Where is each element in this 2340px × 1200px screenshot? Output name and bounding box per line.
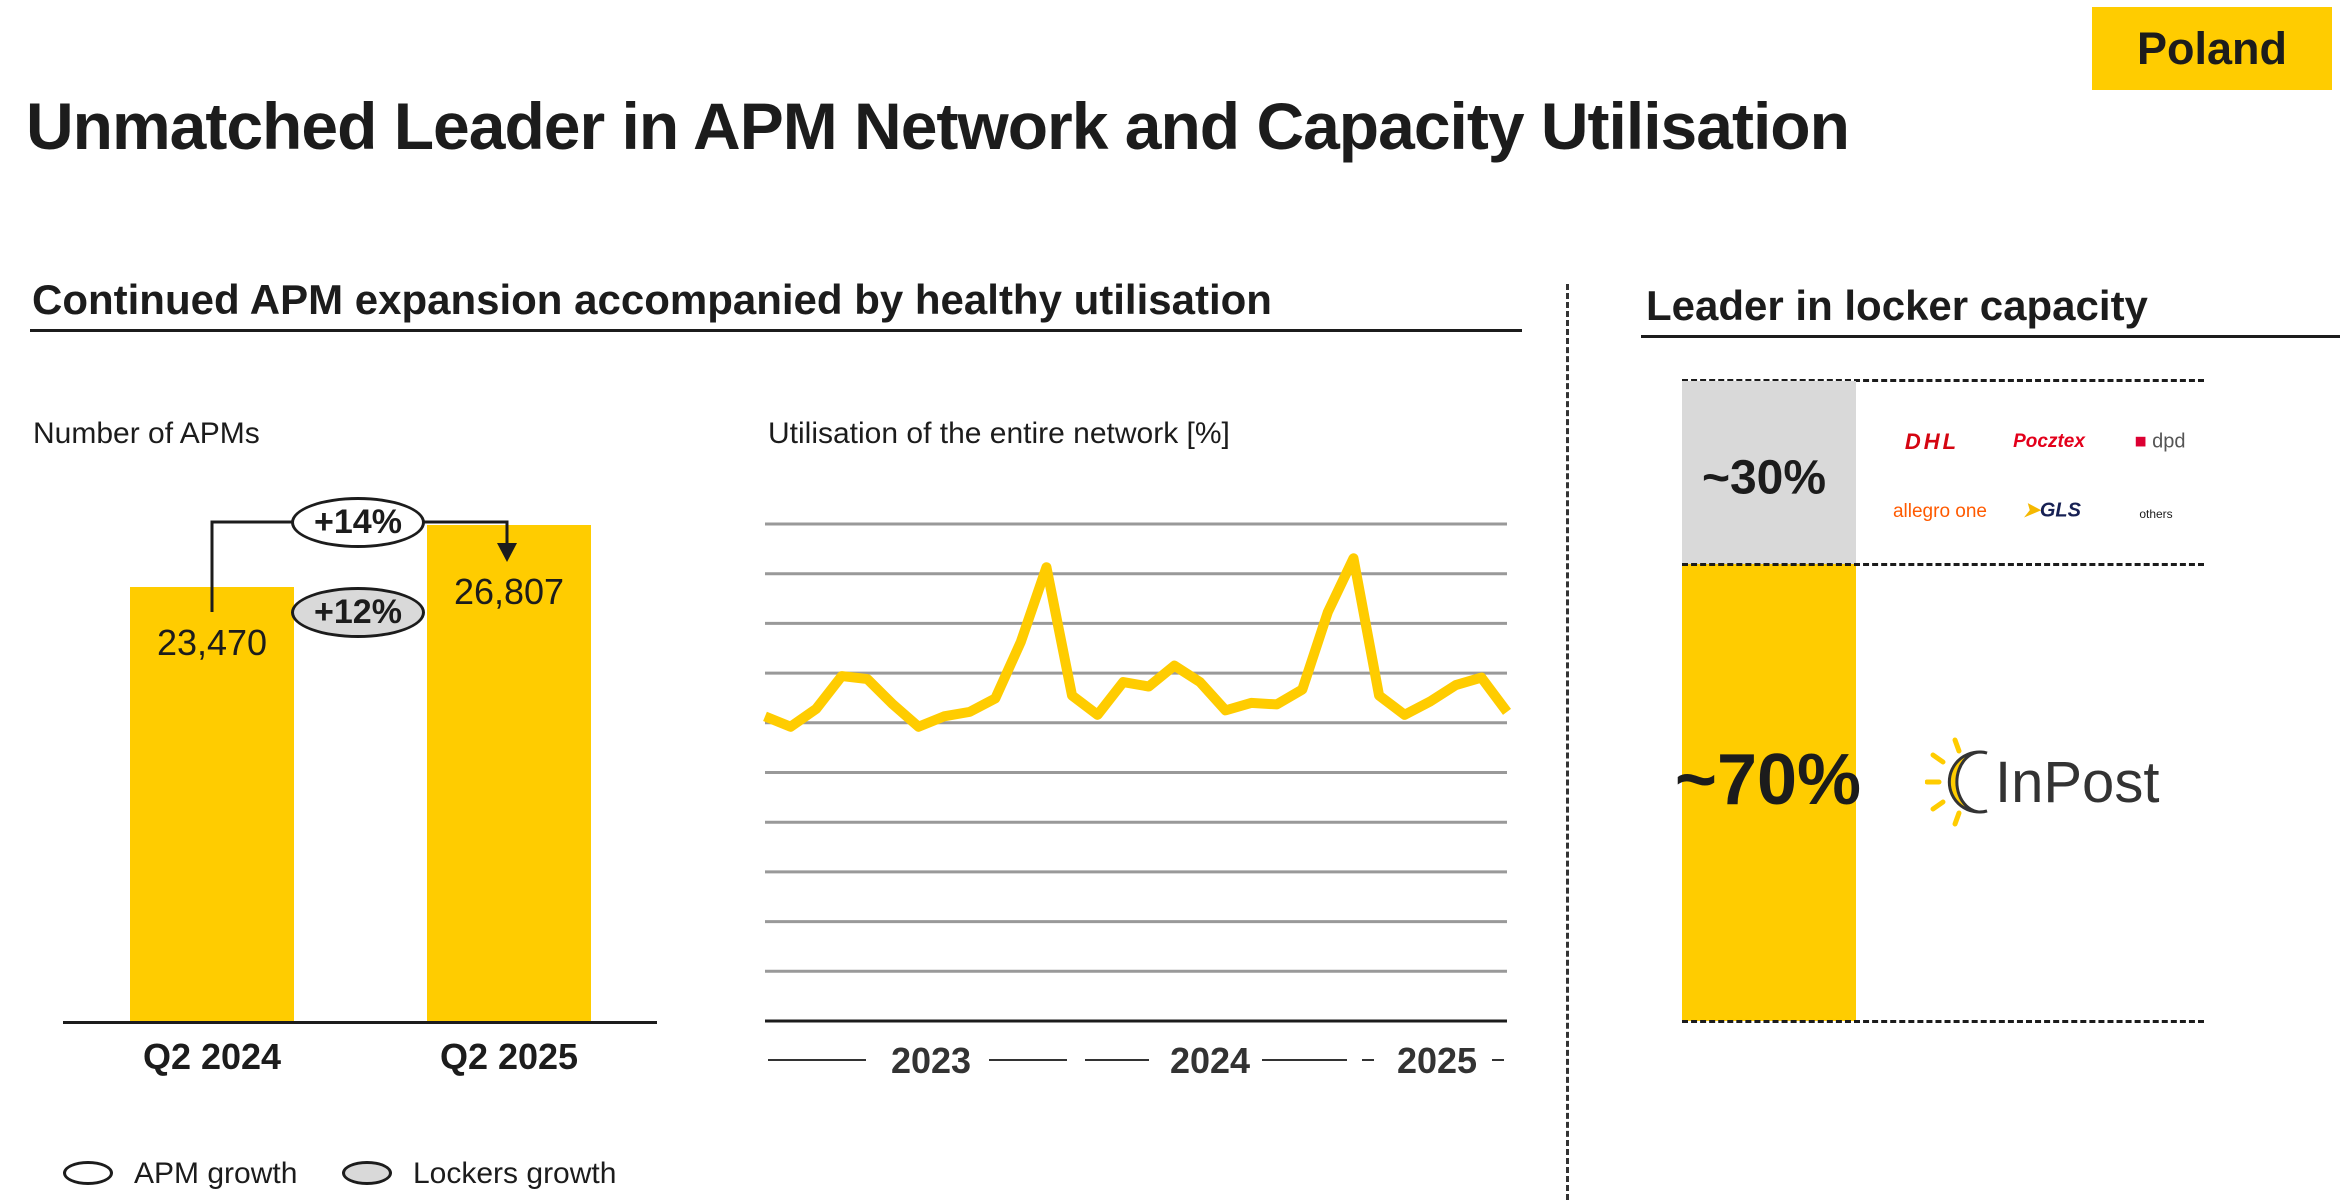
apm-chart-baseline bbox=[63, 1021, 657, 1024]
left-section-heading: Continued APM expansion accompanied by h… bbox=[32, 276, 1272, 323]
left-heading-rule bbox=[30, 329, 1522, 332]
x-label-2023: 2023 bbox=[890, 1040, 972, 1081]
inpost-share-block bbox=[1682, 564, 1856, 1021]
section-divider bbox=[1566, 284, 1569, 1200]
inpost-wordmark: InPost bbox=[1995, 750, 2160, 815]
category-label-q2-2024: Q2 2024 bbox=[142, 1036, 282, 1077]
x-label-2024: 2024 bbox=[1169, 1040, 1251, 1081]
utilisation-series-line bbox=[763, 553, 1512, 732]
gls-logo: ➤GLS bbox=[2023, 499, 2081, 522]
capacity-top-line bbox=[1682, 379, 2204, 382]
right-heading-rule bbox=[1641, 335, 2340, 338]
legend-apm-growth-label: APM growth bbox=[134, 1157, 298, 1190]
legend-apm-growth-icon bbox=[63, 1161, 113, 1185]
apm-chart-title: Number of APMs bbox=[33, 417, 260, 450]
allegro-one-logo: allegro one bbox=[1892, 501, 1988, 522]
inpost-share-label: ~70% bbox=[1674, 740, 1862, 820]
utilisation-line-chart bbox=[763, 522, 1512, 1061]
inpost-sun-icon bbox=[1925, 737, 1988, 827]
capacity-mid-line bbox=[1682, 563, 2204, 566]
page-title: Unmatched Leader in APM Network and Capa… bbox=[26, 89, 1850, 163]
dpd-logo: ■ dpd bbox=[2134, 430, 2186, 453]
bar-q2-2024 bbox=[130, 587, 294, 1021]
utilisation-chart-title: Utilisation of the entire network [%] bbox=[768, 417, 1230, 450]
legend-lockers-growth-icon bbox=[342, 1161, 392, 1185]
others-share-label: ~30% bbox=[1701, 451, 1827, 505]
legend-lockers-growth-label: Lockers growth bbox=[413, 1157, 617, 1190]
value-label-q2-2024: 23,470 bbox=[156, 622, 268, 663]
others-share-block bbox=[1682, 381, 1856, 564]
value-label-q2-2025: 26,807 bbox=[453, 571, 565, 612]
x-label-2025: 2025 bbox=[1396, 1040, 1478, 1081]
country-badge: Poland bbox=[2092, 7, 2332, 90]
inpost-logo: InPost bbox=[1925, 735, 2159, 830]
apm-growth-badge: +14% bbox=[291, 497, 425, 548]
category-label-q2-2025: Q2 2025 bbox=[439, 1036, 579, 1077]
dhl-logo: DHL bbox=[1904, 429, 1960, 454]
lockers-growth-badge: +12% bbox=[291, 587, 425, 638]
right-section-heading: Leader in locker capacity bbox=[1646, 282, 2148, 329]
pocztex-logo: Pocztex bbox=[2013, 431, 2085, 452]
others-label: others bbox=[2139, 507, 2173, 521]
bar-q2-2025 bbox=[427, 525, 591, 1021]
capacity-bottom-line bbox=[1682, 1020, 2204, 1023]
